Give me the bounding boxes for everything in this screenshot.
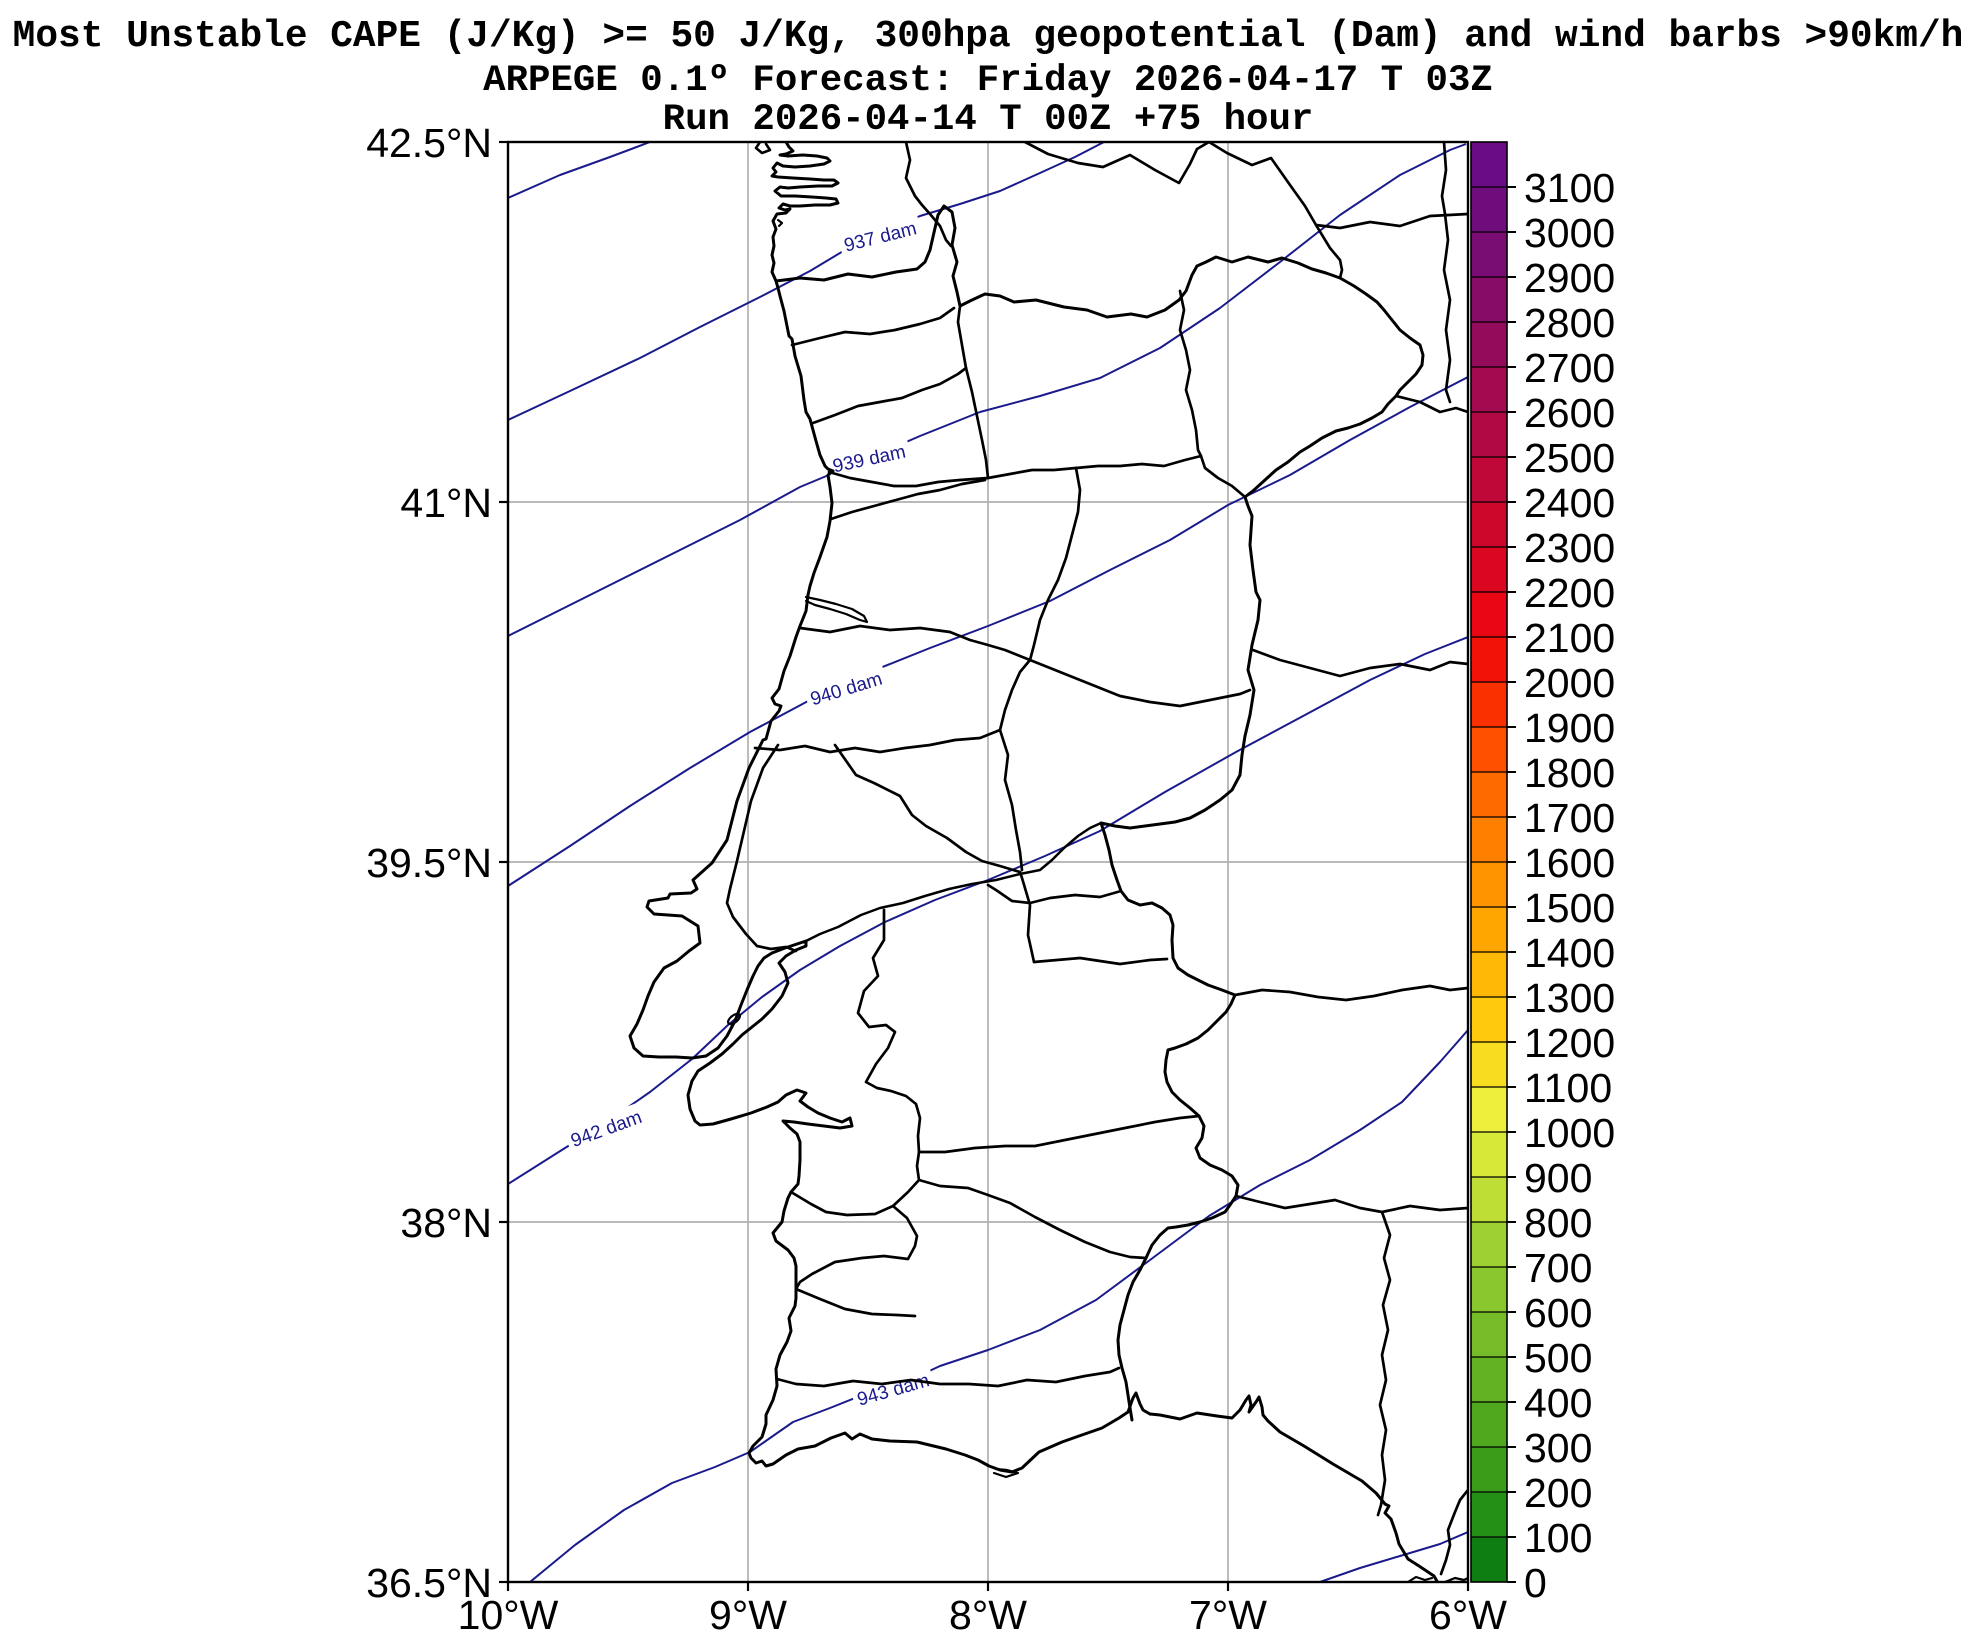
svg-text:2600: 2600 bbox=[1524, 390, 1615, 436]
svg-text:800: 800 bbox=[1524, 1200, 1592, 1246]
svg-text:2400: 2400 bbox=[1524, 480, 1615, 526]
svg-text:1400: 1400 bbox=[1524, 930, 1615, 976]
svg-text:41°N: 41°N bbox=[400, 480, 492, 526]
svg-text:Run 2026-04-14 T 00Z +75 hour: Run 2026-04-14 T 00Z +75 hour bbox=[663, 99, 1314, 141]
svg-text:1900: 1900 bbox=[1524, 705, 1615, 751]
svg-text:0: 0 bbox=[1524, 1560, 1547, 1606]
svg-text:1100: 1100 bbox=[1524, 1065, 1612, 1111]
svg-text:2800: 2800 bbox=[1524, 300, 1615, 346]
svg-text:1700: 1700 bbox=[1524, 795, 1615, 841]
svg-text:6°W: 6°W bbox=[1429, 1592, 1507, 1638]
svg-text:1000: 1000 bbox=[1524, 1110, 1615, 1156]
svg-text:2100: 2100 bbox=[1524, 615, 1615, 661]
svg-text:2500: 2500 bbox=[1524, 435, 1615, 481]
svg-text:38°N: 38°N bbox=[400, 1200, 492, 1246]
svg-text:900: 900 bbox=[1524, 1155, 1592, 1201]
svg-text:2900: 2900 bbox=[1524, 255, 1615, 301]
svg-text:8°W: 8°W bbox=[949, 1592, 1027, 1638]
svg-text:100: 100 bbox=[1524, 1515, 1592, 1561]
svg-text:600: 600 bbox=[1524, 1290, 1592, 1336]
svg-text:1600: 1600 bbox=[1524, 840, 1615, 886]
svg-text:42.5°N: 42.5°N bbox=[366, 120, 492, 166]
svg-text:1500: 1500 bbox=[1524, 885, 1615, 931]
svg-text:1200: 1200 bbox=[1524, 1020, 1615, 1066]
svg-text:400: 400 bbox=[1524, 1380, 1592, 1426]
svg-text:500: 500 bbox=[1524, 1335, 1592, 1381]
svg-text:7°W: 7°W bbox=[1189, 1592, 1267, 1638]
svg-text:ARPEGE 0.1º Forecast: Friday 2: ARPEGE 0.1º Forecast: Friday 2026-04-17 … bbox=[483, 60, 1493, 102]
svg-text:36.5°N: 36.5°N bbox=[366, 1560, 492, 1606]
svg-text:2700: 2700 bbox=[1524, 345, 1615, 391]
svg-text:Most Unstable CAPE (J/Kg) >= 5: Most Unstable CAPE (J/Kg) >= 50 J/Kg, 30… bbox=[13, 16, 1964, 58]
svg-text:200: 200 bbox=[1524, 1470, 1592, 1516]
svg-text:39.5°N: 39.5°N bbox=[366, 840, 492, 886]
svg-text:3000: 3000 bbox=[1524, 210, 1615, 256]
svg-text:1300: 1300 bbox=[1524, 975, 1615, 1021]
svg-text:2000: 2000 bbox=[1524, 660, 1615, 706]
svg-text:2200: 2200 bbox=[1524, 570, 1615, 616]
svg-text:3100: 3100 bbox=[1524, 165, 1615, 211]
svg-text:10°W: 10°W bbox=[458, 1592, 559, 1638]
svg-text:2300: 2300 bbox=[1524, 525, 1615, 571]
svg-text:9°W: 9°W bbox=[709, 1592, 787, 1638]
svg-text:1800: 1800 bbox=[1524, 750, 1615, 796]
svg-text:300: 300 bbox=[1524, 1425, 1592, 1471]
svg-text:700: 700 bbox=[1524, 1245, 1592, 1291]
